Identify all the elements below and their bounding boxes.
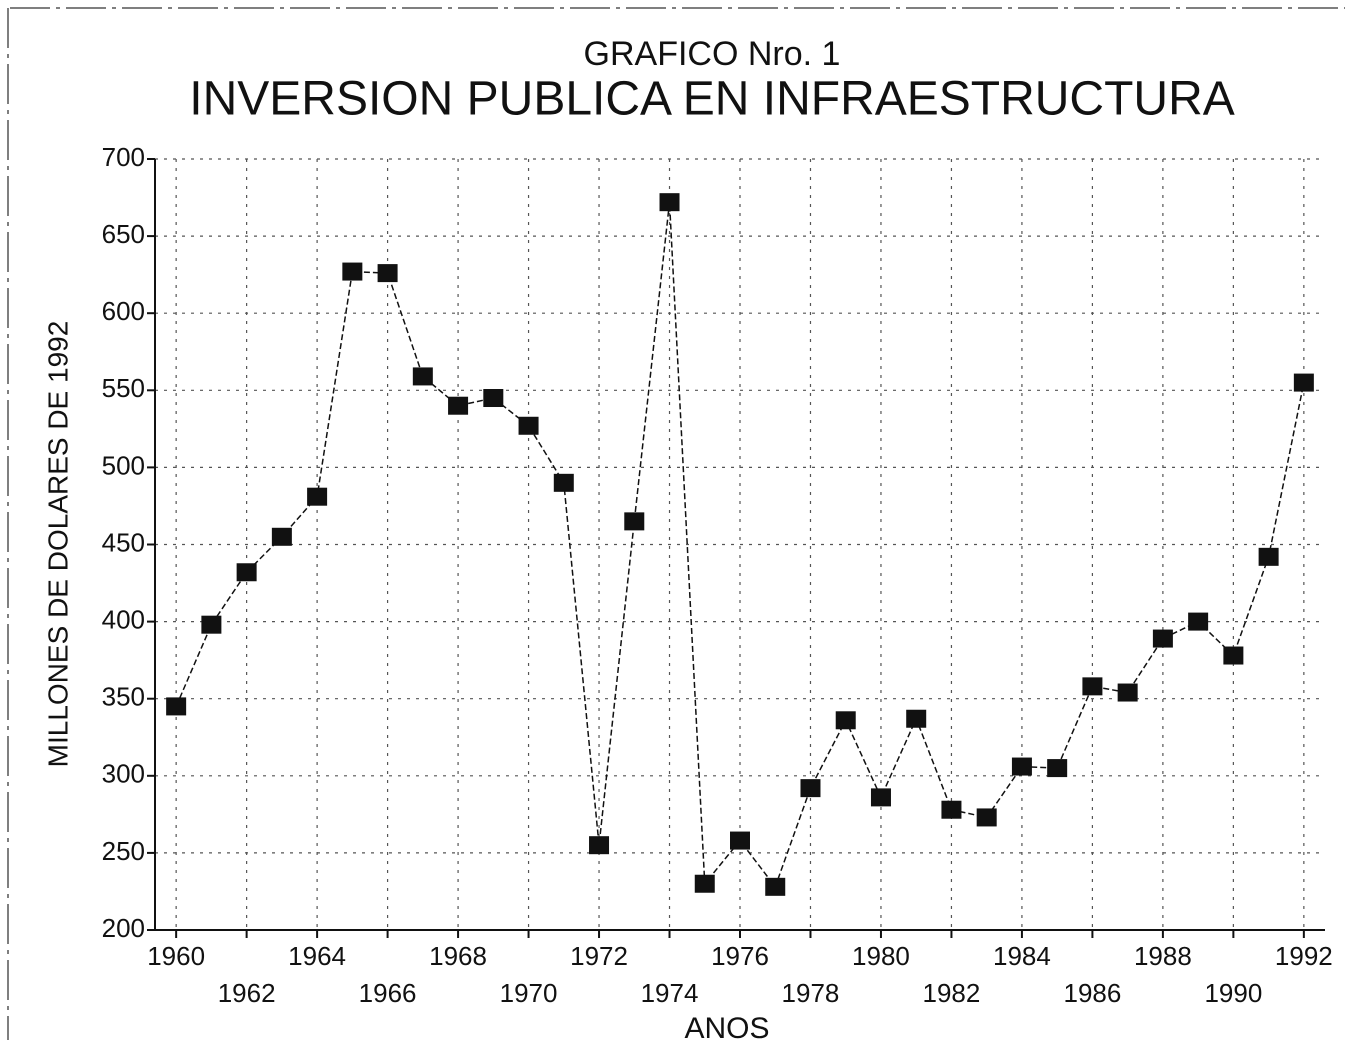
x-tick-label: 1964 [288,941,346,971]
data-point [694,874,715,893]
x-tick-label: 1970 [500,978,558,1008]
y-tick-label: 400 [102,604,145,634]
y-tick-label: 550 [102,373,145,403]
data-point [589,836,610,855]
data-point [307,487,328,506]
data-point [483,389,504,408]
data-point [624,512,645,531]
data-point [870,788,891,807]
x-tick-label: 1990 [1204,978,1262,1008]
x-tick-label: 1988 [1134,941,1192,971]
data-point [271,527,292,546]
x-tick-label: 1966 [359,978,417,1008]
data-point [1258,547,1279,566]
x-tick-label: 1986 [1063,978,1121,1008]
data-point [730,831,750,850]
data-point [1117,683,1138,702]
x-tick-label: 1982 [923,978,981,1008]
y-tick-label: 350 [102,682,145,712]
data-point [553,473,574,492]
data-point [659,193,680,212]
data-point [166,697,187,716]
data-point [412,367,433,386]
y-tick-label: 450 [102,527,145,557]
data-point [448,396,469,415]
y-tick-label: 600 [102,296,145,326]
x-tick-label: 1974 [641,978,699,1008]
data-point [800,779,821,798]
chart-subtitle: INVERSION PUBLICA EN INFRAESTRUCTURA [189,73,1235,126]
y-tick-label: 650 [102,219,145,249]
data-point [342,262,363,281]
y-tick-label: 200 [102,913,145,943]
x-tick-label: 1960 [147,941,205,971]
x-tick-label: 1962 [218,978,276,1008]
x-tick-label: 1980 [852,941,910,971]
data-point [236,563,257,582]
data-point [906,709,927,728]
y-tick-label: 500 [102,450,145,480]
data-point [1293,373,1314,392]
y-tick-label: 250 [102,836,145,866]
data-point [1011,757,1032,776]
y-axis-label: MILLONES DE DOLARES DE 1992 [42,321,73,768]
data-point [941,800,962,819]
data-point [1082,677,1103,696]
x-axis-label: ANOS [684,1012,769,1045]
x-tick-label: 1978 [782,978,840,1008]
data-point [518,416,539,435]
data-point [1047,759,1068,778]
data-point [1223,646,1244,665]
data-point [201,615,222,634]
data-point [377,264,398,283]
data-point [976,808,997,827]
x-tick-label: 1992 [1275,941,1333,971]
x-tick-label: 1976 [711,941,769,971]
data-point [1152,629,1173,648]
x-tick-label: 1968 [429,941,487,971]
y-tick-label: 300 [102,759,145,789]
chart-title: GRAFICO Nro. 1 [584,35,841,73]
x-tick-label: 1972 [570,941,628,971]
x-tick-label: 1984 [993,941,1051,971]
y-tick-label: 700 [102,142,145,172]
data-point [1188,612,1209,631]
data-point [835,711,856,730]
data-point [765,877,786,896]
